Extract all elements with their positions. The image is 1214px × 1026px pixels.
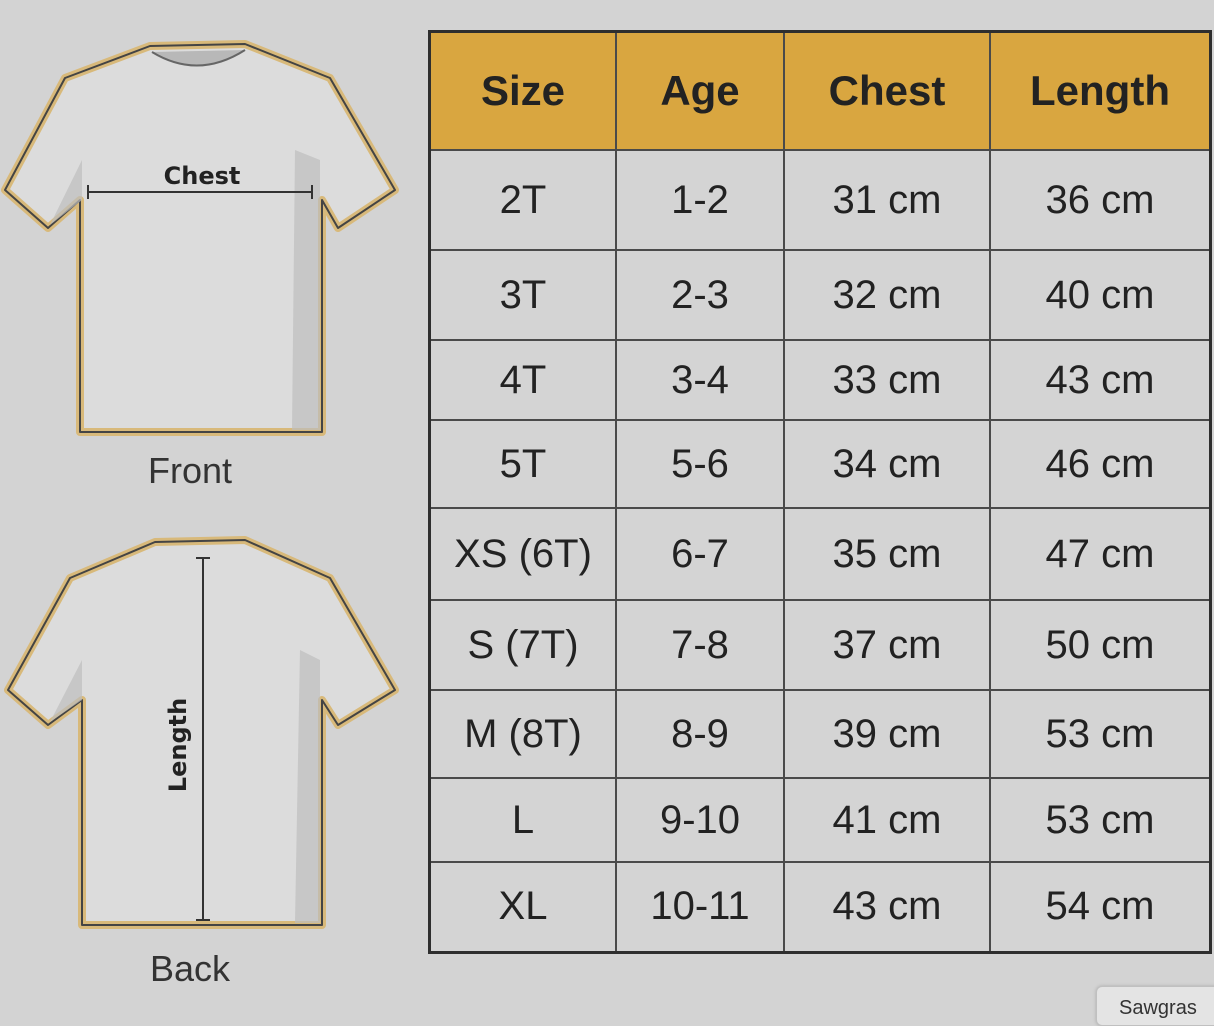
cell-chest: 43 cm (783, 861, 991, 953)
cell-length: 53 cm (989, 777, 1212, 863)
cell-age: 7-8 (615, 599, 785, 691)
cell-size: S (7T) (428, 599, 617, 691)
table-row: 5T 5-6 34 cm 46 cm (428, 419, 1212, 509)
cell-chest: 35 cm (783, 507, 991, 601)
table-header-row: Size Age Chest Length (428, 30, 1212, 151)
cell-chest: 33 cm (783, 339, 991, 421)
cell-length: 36 cm (989, 149, 1212, 251)
cell-size: 5T (428, 419, 617, 509)
table-row: XL 10-11 43 cm 54 cm (428, 861, 1212, 953)
cell-size: L (428, 777, 617, 863)
table-row: S (7T) 7-8 37 cm 50 cm (428, 599, 1212, 691)
table-row: M (8T) 8-9 39 cm 53 cm (428, 689, 1212, 779)
cell-size: 3T (428, 249, 617, 341)
table-row: L 9-10 41 cm 53 cm (428, 777, 1212, 863)
header-length: Length (989, 30, 1212, 151)
table-row: XS (6T) 6-7 35 cm 47 cm (428, 507, 1212, 601)
cell-length: 53 cm (989, 689, 1212, 779)
cell-age: 8-9 (615, 689, 785, 779)
table-row: 4T 3-4 33 cm 43 cm (428, 339, 1212, 421)
cell-chest: 41 cm (783, 777, 991, 863)
cell-chest: 34 cm (783, 419, 991, 509)
back-label: Back (149, 948, 231, 989)
cell-age: 9-10 (615, 777, 785, 863)
cell-chest: 32 cm (783, 249, 991, 341)
cell-age: 5-6 (615, 419, 785, 509)
cell-chest: 37 cm (783, 599, 991, 691)
cell-size: 2T (428, 149, 617, 251)
cell-size: M (8T) (428, 689, 617, 779)
table-row: 3T 2-3 32 cm 40 cm (428, 249, 1212, 341)
header-size: Size (428, 30, 617, 151)
cell-length: 40 cm (989, 249, 1212, 341)
cell-size: 4T (428, 339, 617, 421)
table-row: 2T 1-2 31 cm 36 cm (428, 149, 1212, 251)
tooltip[interactable]: Sawgras (1096, 986, 1214, 1026)
cell-age: 3-4 (615, 339, 785, 421)
length-measure-label: Length (164, 698, 192, 792)
cell-chest: 39 cm (783, 689, 991, 779)
header-chest: Chest (783, 30, 991, 151)
back-shirt-illustration: Length (4, 536, 399, 929)
cell-age: 6-7 (615, 507, 785, 601)
cell-length: 43 cm (989, 339, 1212, 421)
chest-measure-label: Chest (164, 162, 241, 190)
header-age: Age (615, 30, 785, 151)
front-shirt-illustration: Chest (1, 40, 399, 436)
size-chart-table: Size Age Chest Length 2T 1-2 31 cm 36 cm 3T 2… (428, 30, 1212, 954)
cell-size: XS (6T) (428, 507, 617, 601)
cell-age: 1-2 (615, 149, 785, 251)
cell-size: XL (428, 861, 617, 953)
front-label: Front (147, 450, 233, 491)
cell-length: 54 cm (989, 861, 1212, 953)
cell-length: 47 cm (989, 507, 1212, 601)
cell-age: 10-11 (615, 861, 785, 953)
cell-length: 46 cm (989, 419, 1212, 509)
cell-age: 2-3 (615, 249, 785, 341)
cell-chest: 31 cm (783, 149, 991, 251)
cell-length: 50 cm (989, 599, 1212, 691)
